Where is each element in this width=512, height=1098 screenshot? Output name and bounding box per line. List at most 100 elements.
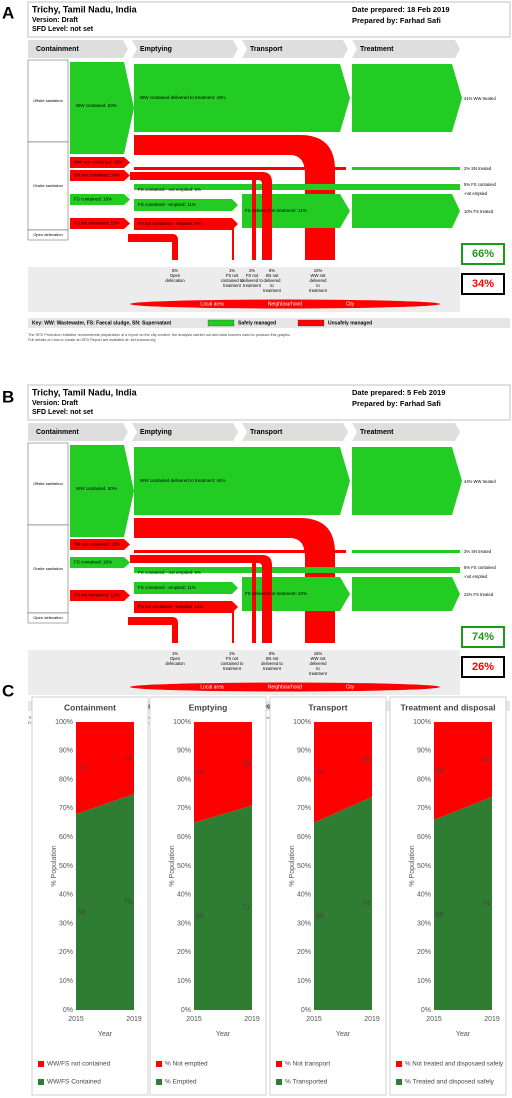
y-tick-label: 90% [297, 748, 311, 755]
loss-label: 6% [269, 268, 275, 273]
row-box [27, 524, 69, 614]
sfd-title: Trichy, Tamil Nadu, India [32, 4, 138, 14]
loss-label: 1% [172, 651, 178, 656]
y-tick-label: 30% [297, 920, 311, 927]
loss-label: SN not [266, 273, 280, 278]
legend-label: WW/FS not contained [47, 1061, 111, 1068]
loss-label: contained to [221, 278, 244, 283]
y-tick-label: 40% [417, 892, 431, 899]
score-box [461, 273, 505, 295]
flow-unsafe [128, 617, 178, 643]
column-header [28, 40, 128, 58]
y-tick-label: 40% [297, 892, 311, 899]
column-title: Transport [250, 429, 283, 436]
flow-safe [352, 167, 460, 170]
flow-unsafe [134, 518, 335, 643]
loss-label: 2% [249, 268, 255, 273]
data-label: 75 [124, 899, 132, 906]
treatment-label: 22% FS treated [464, 592, 494, 597]
data-label: 71 [242, 905, 250, 912]
flow-label: FS not contained - emptied: 8% [138, 221, 201, 226]
key-swatch [297, 319, 325, 327]
flow-label: WW contained delivered to treatment: 44% [140, 478, 226, 483]
safe-score: 66% [472, 248, 494, 260]
data-label: 65 [196, 913, 204, 920]
x-tick-label: 2015 [186, 1016, 202, 1023]
treatment-label: 10% FS treated [464, 209, 494, 214]
x-axis-label: Year [456, 1031, 471, 1038]
area [434, 722, 492, 820]
y-tick-label: 80% [417, 776, 431, 783]
flow-label: FS contained - not emptied: 5% [138, 570, 201, 575]
column-header [132, 40, 238, 58]
x-tick-label: 2015 [68, 1016, 84, 1023]
x-tick-label: 2015 [306, 1016, 322, 1023]
data-label: 26 [362, 756, 370, 763]
loss-label: Open [170, 273, 181, 278]
flow-safe [242, 194, 340, 228]
y-tick-label: 70% [59, 805, 73, 812]
flow-label: WW contained delivered to treatment: 43% [140, 95, 226, 100]
row-label: Open defecation [33, 232, 62, 237]
column-title: Emptying [140, 46, 172, 53]
key-band [28, 318, 510, 328]
zone-label: Local area [200, 684, 224, 690]
loss-label: to [316, 666, 320, 671]
loss-label: WW not [311, 656, 327, 661]
flow-label: SN not contained: 14% [74, 173, 120, 178]
chart-title: Emptying [189, 702, 228, 712]
key-band [28, 701, 510, 711]
treatment-label: 3% SN treated [464, 549, 492, 554]
zone-label: City [346, 301, 355, 307]
loss-label: FS not [226, 273, 239, 278]
loss-label: delivered to [241, 278, 263, 283]
flow-label: FS contained: 16% [74, 197, 112, 202]
flow-safe [70, 194, 130, 205]
column-title: Containment [36, 46, 79, 53]
zone-band [130, 299, 440, 309]
data-label: 29 [242, 761, 250, 768]
data-label: 34 [436, 768, 444, 775]
legend-swatch [38, 1061, 44, 1067]
column-title: Treatment [360, 429, 394, 436]
flow-safe [70, 557, 130, 568]
legend-swatch [156, 1079, 162, 1085]
loss-label: treatment [263, 666, 282, 671]
flow-unsafe [134, 135, 335, 260]
unsafe-score: 26% [472, 661, 494, 673]
y-tick-label: 60% [177, 834, 191, 841]
row-label: Offsite sanitation [33, 481, 63, 486]
y-tick-label: 70% [297, 805, 311, 812]
y-tick-label: 100% [55, 719, 73, 726]
treatment-label: 44% WW treated [464, 479, 496, 484]
loss-label: delivered [310, 278, 328, 283]
loss-label: defecation [165, 278, 185, 283]
treatment-label: 2% SN treated [464, 166, 492, 171]
flow-unsafe [252, 178, 256, 260]
version: Version: Draft [32, 17, 79, 24]
y-tick-label: 40% [59, 892, 73, 899]
y-tick-label: 60% [297, 834, 311, 841]
flow-label: FS contained: 16% [74, 560, 112, 565]
row-label: Open defecation [33, 615, 62, 620]
x-axis-label: Year [336, 1031, 351, 1038]
safe-score: 74% [472, 631, 494, 643]
flow-safe [134, 64, 350, 132]
y-tick-label: 50% [177, 863, 191, 870]
loss-label: WW not [311, 273, 327, 278]
legend-label: % Treated and disposed safely [405, 1079, 495, 1086]
y-tick-label: 60% [59, 834, 73, 841]
zone-band [130, 682, 440, 692]
area [76, 722, 134, 815]
prepared-by: Prepared by: Farhad Safi [352, 399, 441, 408]
loss-label: 15% [314, 651, 323, 656]
flow-unsafe [128, 234, 178, 260]
y-tick-label: 0% [301, 1007, 311, 1014]
x-tick-label: 2015 [426, 1016, 442, 1023]
legend-swatch [396, 1079, 402, 1085]
legend-label: % Not transport [285, 1061, 330, 1068]
flow-safe [352, 64, 462, 132]
x-axis-label: Year [98, 1031, 113, 1038]
flow-safe [340, 577, 350, 611]
y-tick-label: 90% [417, 748, 431, 755]
